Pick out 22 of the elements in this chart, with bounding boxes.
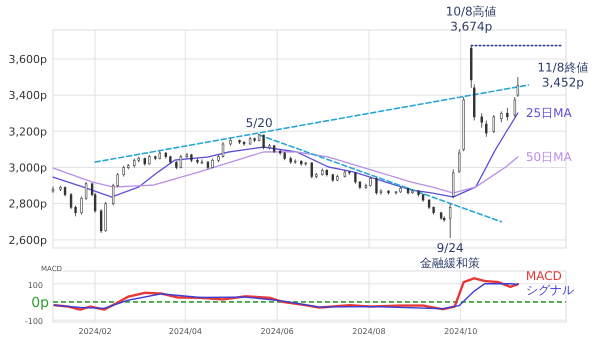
series-label: MACD: [526, 269, 562, 284]
annotation: 11/8終値 3,452p: [537, 60, 588, 90]
x-tick-label: 2024/02: [78, 327, 112, 336]
y-tick-label: 3,000p: [8, 161, 48, 174]
annotation: 9/24 金融緩和策: [420, 241, 480, 270]
x-tick-label: 2024/10: [444, 327, 478, 336]
y-tick-label: 3,400p: [8, 89, 48, 102]
y-tick-label: -100: [24, 317, 43, 326]
annotation: 10/8高値 3,674p: [446, 4, 497, 34]
y-tick-label: 3,200p: [8, 125, 48, 138]
series-label: シグナル: [526, 283, 574, 298]
ref-line-label: 0p: [31, 294, 50, 311]
series-label: 25日MA: [526, 106, 572, 120]
x-tick-label: 2024/04: [168, 327, 202, 336]
x-tick-label: 2024/08: [352, 327, 386, 336]
y-tick-label: 100: [28, 280, 43, 290]
series-label: 50日MA: [526, 150, 572, 164]
y-tick-label: 2,800p: [8, 198, 48, 211]
y-tick-label: 3,600p: [8, 52, 48, 66]
x-tick-label: 2024/06: [260, 327, 294, 336]
annotation: 5/20: [246, 116, 273, 130]
y-tick-label: 2,600p: [8, 234, 48, 247]
